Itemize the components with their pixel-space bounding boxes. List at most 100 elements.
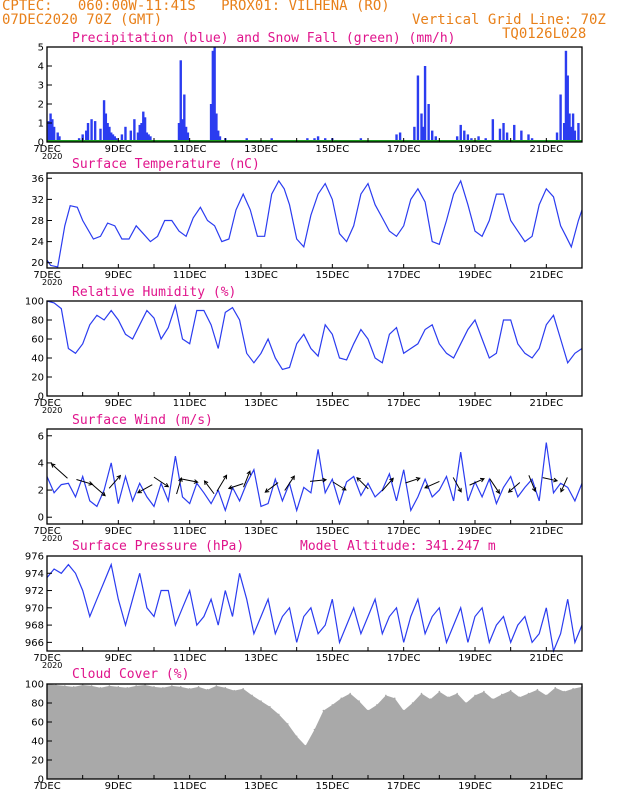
precip-bar bbox=[416, 75, 420, 142]
wind-xtick-label: 15DEC bbox=[315, 526, 349, 537]
precip-bar bbox=[427, 104, 430, 142]
cloud-point bbox=[197, 686, 200, 688]
precip-bar bbox=[58, 136, 61, 142]
precip-bar bbox=[145, 132, 149, 142]
rh-xtick-label: 13DEC bbox=[244, 398, 278, 409]
wind-arrow bbox=[176, 477, 183, 495]
temp-ytick-label: 24 bbox=[31, 237, 44, 248]
cloud-title: Cloud Cover (%) bbox=[72, 667, 190, 682]
cloud-point bbox=[242, 687, 244, 690]
cloud-point bbox=[171, 685, 173, 687]
header-line1: CPTEC: 060:00W-11:41S PROX01: VILHENA (R… bbox=[2, 0, 390, 14]
cloud-point bbox=[206, 688, 209, 691]
precip-bar bbox=[85, 130, 88, 142]
precip-bar bbox=[149, 136, 152, 142]
pres-altitude: Model Altitude: 341.247 m bbox=[300, 539, 496, 554]
temp-ytick-label: 36 bbox=[31, 174, 44, 185]
precip-bar bbox=[398, 132, 402, 142]
wind-arrow bbox=[489, 478, 500, 495]
precip-ytick-label: 5 bbox=[38, 43, 44, 54]
precip-bar bbox=[395, 134, 398, 142]
wind-arrow bbox=[264, 482, 279, 493]
pres-xtick-label: 17DEC bbox=[387, 653, 421, 664]
precip-ytick-label: 4 bbox=[38, 62, 44, 73]
precip-bar bbox=[570, 126, 573, 142]
wind-line bbox=[46, 442, 583, 513]
cloud-xtick-label: 15DEC bbox=[315, 781, 349, 792]
cloud-point bbox=[411, 702, 414, 704]
precip-bar bbox=[51, 119, 54, 142]
precip-bar bbox=[459, 124, 462, 142]
precip-bar bbox=[577, 123, 580, 142]
pres-ytick-label: 968 bbox=[25, 621, 44, 632]
cloud-point bbox=[393, 697, 396, 700]
precip-bar bbox=[183, 94, 186, 142]
cloud-point bbox=[295, 735, 298, 738]
precip-bar bbox=[104, 113, 108, 142]
rh-ytick-label: 20 bbox=[31, 373, 44, 384]
cloud-point bbox=[304, 744, 307, 747]
wind-arrow bbox=[284, 475, 295, 491]
header-model-id: TQ0126L028 bbox=[502, 26, 587, 42]
temp-xtick-label: 15DEC bbox=[315, 270, 349, 281]
cloud-point bbox=[340, 697, 343, 700]
wind-arrow bbox=[542, 477, 559, 483]
cloud-xtick-label: 19DEC bbox=[458, 781, 492, 792]
precip-bar bbox=[56, 132, 59, 142]
wind-arrow bbox=[356, 476, 369, 490]
cloud-xtick-label: 7DEC bbox=[33, 781, 60, 792]
pres-ytick-label: 974 bbox=[25, 569, 44, 580]
pres-xtick-label: 21DEC bbox=[529, 653, 563, 664]
cloud-point bbox=[456, 692, 458, 695]
cloud-point bbox=[313, 728, 316, 731]
wind-arrow bbox=[108, 474, 122, 489]
precip-bar bbox=[140, 123, 143, 142]
precip-ytick-label: 1 bbox=[38, 119, 44, 130]
precip-bar bbox=[217, 130, 220, 142]
precip-bar bbox=[420, 113, 423, 142]
precip-bar bbox=[431, 130, 434, 142]
precip-bar bbox=[211, 50, 215, 142]
cloud-xtick-label: 13DEC bbox=[244, 781, 278, 792]
cloud-point bbox=[117, 686, 120, 688]
precip-bar bbox=[177, 123, 181, 142]
rh-xtick-label: 21DEC bbox=[529, 398, 563, 409]
cloud-xtick-label: 11DEC bbox=[173, 781, 207, 792]
cloud-point bbox=[536, 688, 539, 691]
wind-xtick-label: 13DEC bbox=[244, 526, 278, 537]
cloud-point bbox=[64, 685, 66, 687]
cloud-frame bbox=[46, 683, 583, 780]
cloud-point bbox=[465, 702, 467, 704]
temp-ytick-label: 28 bbox=[31, 216, 44, 227]
cloud-point bbox=[99, 687, 102, 689]
pres-xtick-label: 7DEC bbox=[33, 653, 60, 664]
wind-ytick-label: 2 bbox=[38, 486, 44, 497]
precip-xtick-label: 11DEC bbox=[173, 144, 207, 155]
precip-bar bbox=[413, 126, 416, 142]
wind-arrow bbox=[243, 470, 251, 488]
precip-bar bbox=[111, 134, 115, 142]
cloud-point bbox=[286, 723, 289, 725]
cloud-point bbox=[483, 690, 485, 693]
precip-bar bbox=[124, 126, 127, 142]
cloud-point bbox=[518, 696, 521, 699]
cloud-point bbox=[90, 685, 93, 687]
precip-bar bbox=[555, 132, 559, 142]
precip-bar bbox=[463, 130, 466, 142]
cloud-point bbox=[331, 704, 334, 706]
cloud-point bbox=[215, 685, 218, 687]
precip-title: Precipitation (blue) and Snow Fall (gree… bbox=[72, 31, 456, 46]
cloud-point bbox=[278, 713, 280, 716]
rh-xtick-label: 9DEC bbox=[105, 398, 132, 409]
precip-bar bbox=[316, 136, 320, 142]
precip-bar bbox=[179, 60, 182, 142]
precip-ytick-label: 0 bbox=[38, 138, 44, 149]
wind-arrow bbox=[50, 463, 68, 479]
precip-ytick-label: 3 bbox=[38, 81, 44, 92]
cloud-point bbox=[72, 686, 75, 688]
precip-year-label: 2020 bbox=[42, 152, 62, 161]
cloud-ytick-label: 20 bbox=[31, 756, 44, 767]
wind-frame bbox=[46, 428, 583, 525]
pres-xtick-label: 11DEC bbox=[173, 653, 207, 664]
